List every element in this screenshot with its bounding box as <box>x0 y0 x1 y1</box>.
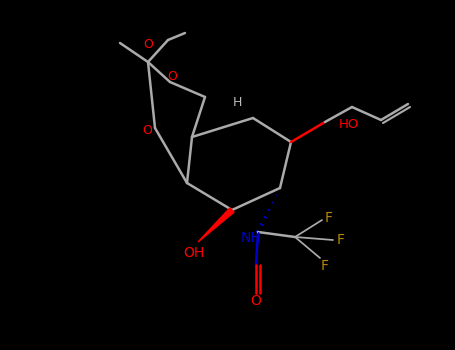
Text: OH: OH <box>183 246 205 260</box>
Text: F: F <box>337 233 345 247</box>
Text: HO: HO <box>339 119 359 132</box>
Text: O: O <box>167 70 177 83</box>
Text: H: H <box>233 97 242 110</box>
Text: O: O <box>143 38 153 51</box>
Text: O: O <box>251 294 262 308</box>
Text: F: F <box>325 211 333 225</box>
Text: F: F <box>321 259 329 273</box>
Text: O: O <box>142 125 152 138</box>
Text: NH: NH <box>241 231 261 245</box>
Polygon shape <box>198 208 234 242</box>
